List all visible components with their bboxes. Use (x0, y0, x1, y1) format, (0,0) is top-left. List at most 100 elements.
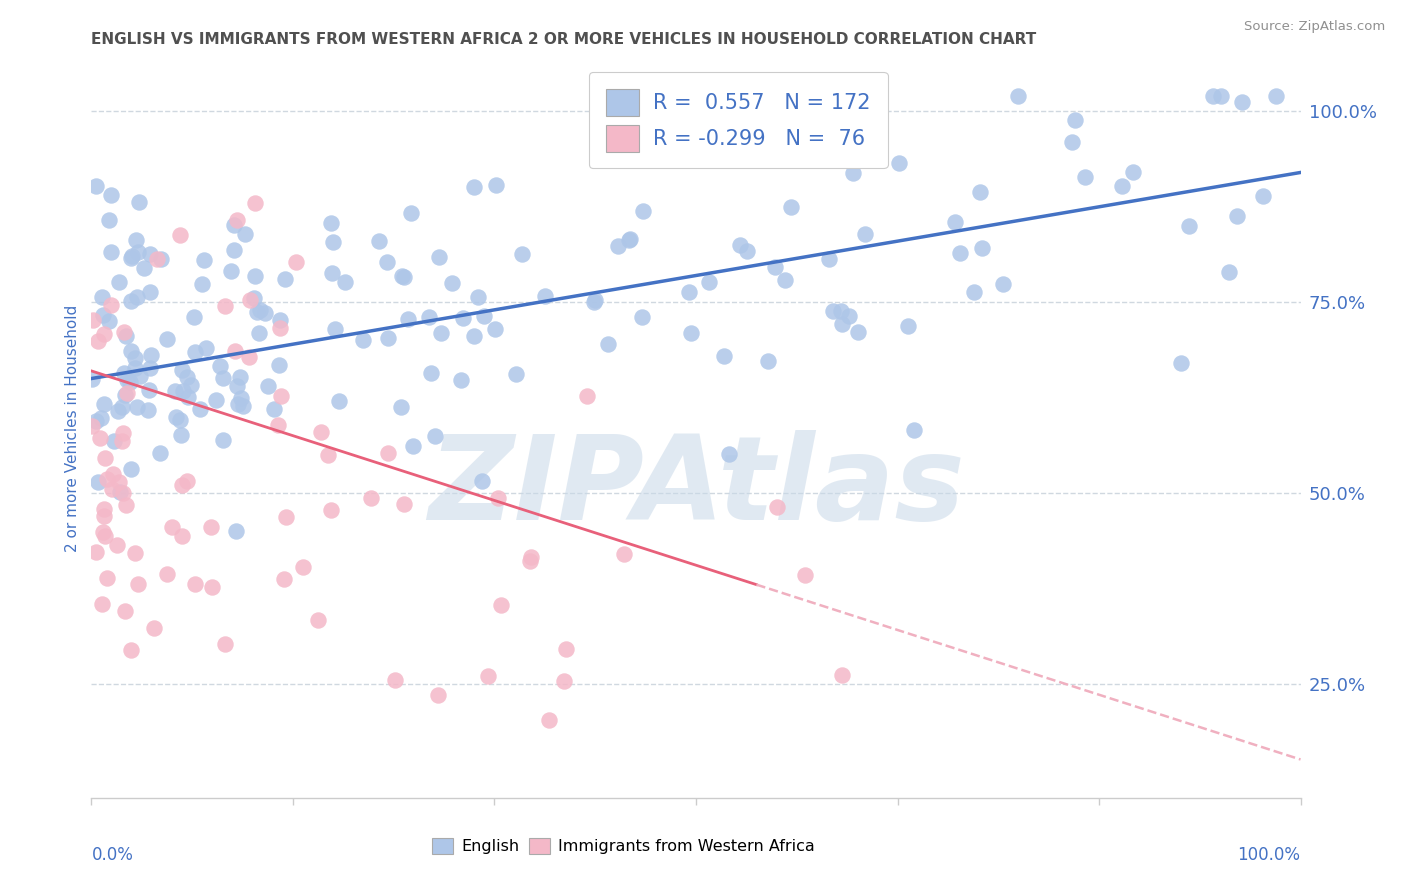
Point (613, 547, 636, 561)
Point (307, 613, 329, 627)
Point (773, 273, 796, 287)
Point (172, 363, 194, 377)
Point (191, 277, 214, 292)
Point (993, 277, 1015, 291)
Point (100, 245, 122, 260)
Point (292, 559, 315, 574)
Point (889, 156, 911, 170)
Point (114, 329, 136, 343)
Point (127, 576, 149, 591)
Point (149, 446, 172, 460)
Point (84, 545, 107, 559)
Point (846, 325, 869, 339)
Point (108, 484, 131, 499)
Point (765, 260, 787, 274)
Point (232, 399, 254, 413)
Point (229, 391, 252, 405)
Point (120, 375, 142, 389)
Point (169, 427, 191, 442)
Point (1177, 219, 1199, 234)
Point (392, 269, 415, 284)
Point (619, 232, 641, 246)
Point (98, 313, 121, 327)
Point (176, 474, 198, 488)
Point (96, 472, 118, 486)
Point (321, 216, 343, 230)
Point (107, 404, 129, 418)
Point (254, 306, 277, 320)
Point (238, 350, 260, 364)
Point (419, 366, 441, 380)
Point (321, 266, 343, 280)
Point (209, 359, 232, 374)
Point (269, 321, 291, 335)
Point (399, 206, 422, 220)
Point (943, 215, 966, 229)
Point (384, 673, 406, 688)
Point (1111, 178, 1133, 193)
Point (477, 669, 499, 683)
Point (108, 475, 131, 489)
Point (142, 621, 165, 635)
Point (377, 446, 399, 460)
Point (111, 434, 134, 449)
Point (214, 637, 236, 651)
Point (111, 486, 134, 500)
Point (553, 673, 575, 688)
Point (225, 213, 247, 227)
Point (450, 373, 472, 387)
Point (969, 186, 991, 200)
Point (124, 233, 146, 247)
Point (697, 275, 720, 289)
Point (309, 425, 332, 439)
Point (93, 501, 115, 516)
Point (1170, 356, 1192, 370)
Point (510, 247, 533, 261)
Point (273, 572, 295, 586)
Text: 100.0%: 100.0% (1237, 847, 1301, 864)
Point (735, 244, 758, 258)
Point (429, 250, 451, 264)
Point (80, 418, 103, 433)
Point (730, 238, 752, 252)
Text: Source: ZipAtlas.com: Source: ZipAtlas.com (1244, 20, 1385, 33)
Point (105, 538, 128, 552)
Point (184, 344, 207, 359)
Point (246, 304, 269, 318)
Point (172, 384, 194, 398)
Point (84, 414, 107, 428)
Point (100, 298, 122, 312)
Point (239, 293, 262, 307)
Point (90, 290, 112, 304)
Point (368, 234, 391, 248)
Point (257, 379, 280, 393)
Point (270, 389, 292, 403)
Point (165, 410, 187, 425)
Point (176, 370, 198, 384)
Point (352, 333, 374, 347)
Point (117, 373, 139, 387)
Point (245, 196, 267, 211)
Point (1226, 209, 1249, 223)
Point (394, 497, 416, 511)
Point (114, 387, 136, 401)
Point (222, 219, 245, 233)
Point (225, 524, 247, 539)
Point (114, 604, 136, 618)
Point (80, 372, 103, 386)
Point (170, 478, 193, 492)
Text: ENGLISH VS IMMIGRANTS FROM WESTERN AFRICA 2 OR MORE VEHICLES IN HOUSEHOLD CORREL: ENGLISH VS IMMIGRANTS FROM WESTERN AFRIC… (91, 32, 1036, 47)
Point (276, 510, 298, 524)
Point (94, 529, 117, 543)
Point (183, 310, 205, 324)
Point (162, 520, 184, 534)
Point (200, 520, 222, 534)
Point (112, 366, 135, 380)
Point (120, 251, 142, 265)
Point (112, 425, 135, 440)
Point (713, 349, 735, 363)
Point (91, 597, 114, 611)
Point (125, 290, 148, 304)
Point (485, 178, 508, 193)
Point (583, 293, 606, 307)
